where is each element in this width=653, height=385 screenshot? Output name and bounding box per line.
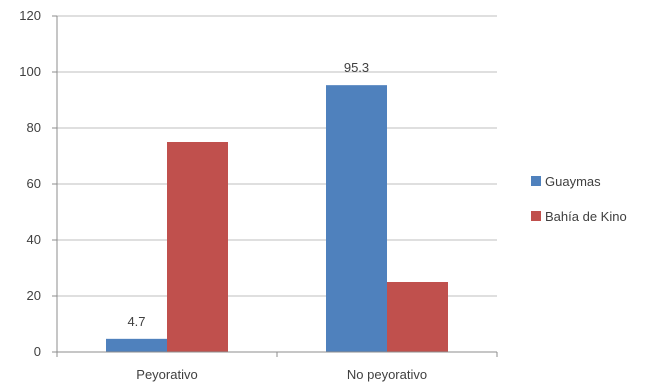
y-tick-label: 100: [19, 64, 41, 79]
x-axis: Peyorativo No peyorativo: [56, 351, 498, 382]
y-tick-label: 40: [27, 232, 41, 247]
y-axis: 0 20 40 60 80 100 120: [19, 8, 58, 359]
legend-swatch: [531, 211, 541, 221]
y-tick-label: 20: [27, 288, 41, 303]
data-label: 4.7: [127, 314, 145, 329]
legend: Guaymas Bahía de Kino: [531, 174, 627, 224]
bars: [106, 85, 448, 352]
data-label: 95.3: [344, 60, 369, 75]
x-tick-label: No peyorativo: [347, 367, 427, 382]
bar-guaymas-no-peyorativo: [326, 85, 387, 352]
bar-bah-a-de-kino-no-peyorativo: [387, 282, 448, 352]
data-labels: 4.7 95.3: [127, 60, 369, 329]
gridlines: [57, 15, 497, 297]
y-tick-label: 80: [27, 120, 41, 135]
legend-label: Bahía de Kino: [545, 209, 627, 224]
x-tick-label: Peyorativo: [136, 367, 197, 382]
y-tick-label: 60: [27, 176, 41, 191]
y-tick-label: 0: [34, 344, 41, 359]
y-tick-label: 120: [19, 8, 41, 23]
bar-guaymas-peyorativo: [106, 338, 167, 352]
legend-swatch: [531, 176, 541, 186]
legend-label: Guaymas: [545, 174, 601, 189]
bar-bah-a-de-kino-peyorativo: [167, 142, 228, 352]
